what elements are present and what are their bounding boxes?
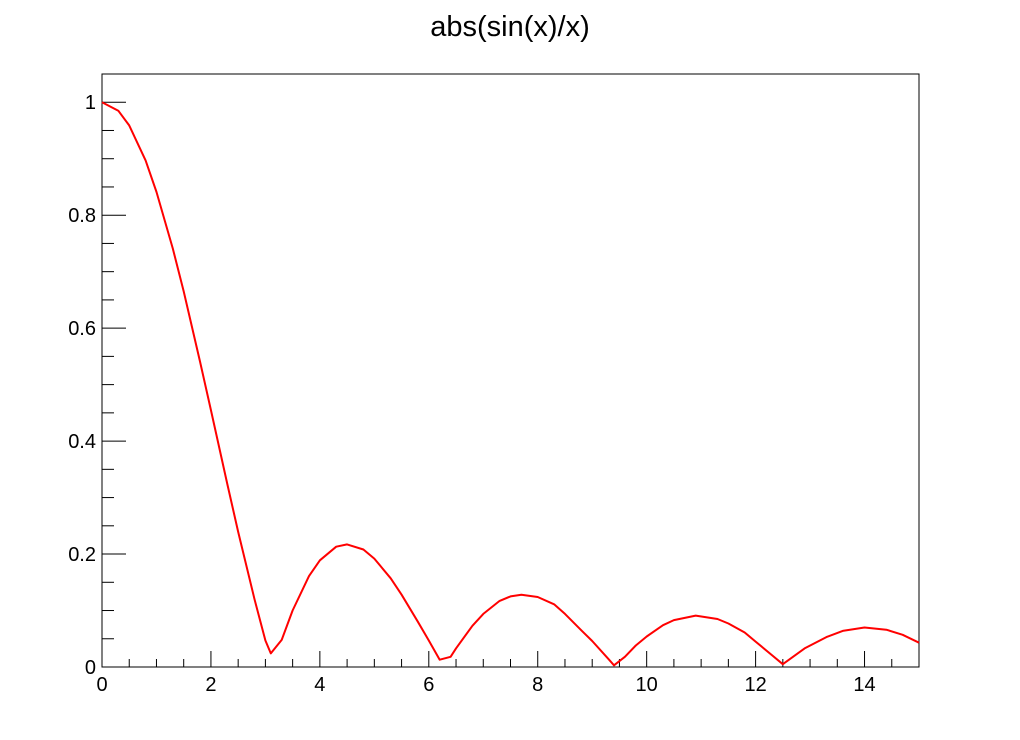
x-tick-label: 4 [314, 674, 325, 696]
x-axis: 0 2 4 6 8 10 12 14 [96, 651, 920, 696]
y-tick-label: 0.6 [68, 318, 96, 340]
series-layer [101, 101, 920, 667]
y-tick-label: 1 [85, 92, 96, 114]
x-tick-label: 12 [744, 674, 766, 696]
x-tick-label: 6 [423, 674, 434, 696]
plot-frame [101, 73, 920, 668]
series-line [101, 101, 920, 667]
y-tick-label: 0.8 [68, 205, 96, 227]
y-tick-label: 0.4 [68, 431, 96, 453]
y-tick-label: 0 [85, 657, 96, 679]
chart-title: abs(sin(x)/x) [430, 11, 590, 43]
x-tick-label: 14 [853, 674, 875, 696]
x-tick-label: 8 [532, 674, 543, 696]
y-axis: 0 0.2 0.4 0.6 0.8 1 [68, 73, 126, 679]
x-tick-label: 10 [636, 674, 658, 696]
x-tick-label: 0 [96, 674, 107, 696]
y-tick-label: 0.2 [68, 544, 96, 566]
x-tick-label: 2 [205, 674, 216, 696]
